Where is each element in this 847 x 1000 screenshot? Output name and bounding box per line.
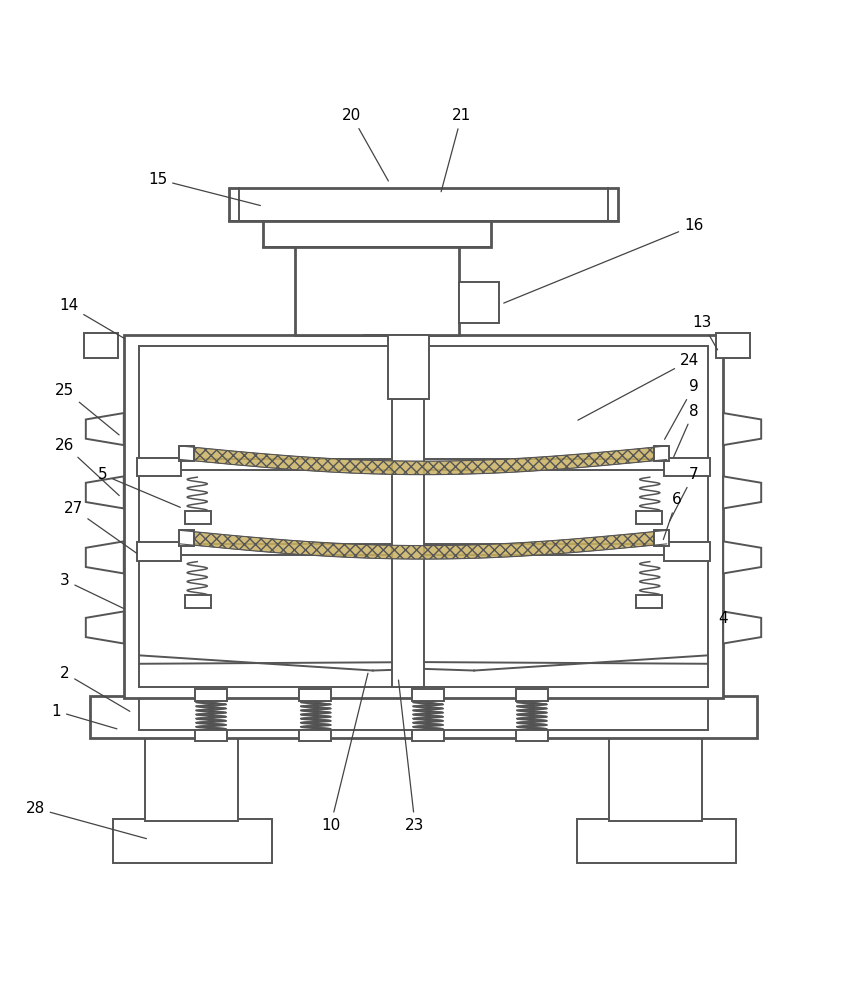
- Bar: [176, 459, 671, 470]
- Bar: [636, 595, 662, 608]
- Bar: [717, 333, 750, 358]
- Bar: [299, 730, 331, 741]
- Bar: [664, 542, 710, 561]
- Bar: [636, 511, 662, 524]
- Bar: [295, 247, 459, 335]
- Bar: [388, 335, 429, 399]
- Bar: [137, 458, 181, 476]
- Text: 24: 24: [578, 353, 699, 420]
- Text: 4: 4: [718, 611, 728, 626]
- Bar: [176, 544, 671, 555]
- Bar: [577, 819, 736, 863]
- Polygon shape: [723, 476, 761, 508]
- Bar: [230, 188, 617, 221]
- Text: 13: 13: [692, 315, 717, 350]
- Polygon shape: [86, 541, 124, 573]
- Bar: [185, 595, 211, 608]
- Text: 15: 15: [148, 172, 260, 206]
- Polygon shape: [86, 413, 124, 445]
- Text: 1: 1: [52, 704, 117, 729]
- Bar: [412, 689, 444, 701]
- Bar: [412, 730, 444, 741]
- Bar: [84, 333, 118, 358]
- Polygon shape: [723, 413, 761, 445]
- Polygon shape: [86, 476, 124, 508]
- Text: 8: 8: [673, 404, 699, 457]
- Bar: [664, 458, 710, 476]
- Bar: [195, 730, 227, 741]
- Text: 28: 28: [25, 801, 147, 839]
- Bar: [459, 282, 500, 323]
- Text: 10: 10: [321, 673, 368, 833]
- Text: 5: 5: [98, 467, 180, 507]
- Text: 9: 9: [665, 379, 699, 439]
- Text: 3: 3: [60, 573, 124, 609]
- Bar: [516, 730, 548, 741]
- Text: 27: 27: [64, 501, 136, 553]
- Bar: [516, 689, 548, 701]
- Bar: [145, 736, 238, 821]
- Text: 23: 23: [398, 680, 424, 833]
- Bar: [139, 696, 708, 730]
- Text: 14: 14: [59, 298, 124, 338]
- Polygon shape: [723, 611, 761, 644]
- Bar: [609, 736, 702, 821]
- Bar: [90, 696, 757, 738]
- Bar: [195, 689, 227, 701]
- Text: 25: 25: [55, 383, 119, 435]
- Bar: [654, 446, 669, 461]
- Bar: [179, 530, 194, 546]
- Bar: [299, 689, 331, 701]
- Text: 6: 6: [663, 492, 682, 540]
- Text: 2: 2: [60, 666, 130, 711]
- Bar: [263, 221, 491, 247]
- Text: 7: 7: [670, 467, 699, 521]
- Bar: [137, 542, 181, 561]
- Text: 20: 20: [342, 108, 389, 181]
- Text: 21: 21: [441, 108, 471, 192]
- Polygon shape: [723, 541, 761, 573]
- Bar: [179, 446, 194, 461]
- Polygon shape: [86, 611, 124, 644]
- Text: 26: 26: [55, 438, 119, 496]
- Bar: [654, 530, 669, 546]
- Bar: [392, 399, 424, 687]
- Bar: [113, 819, 272, 863]
- Bar: [185, 511, 211, 524]
- Text: 16: 16: [504, 218, 703, 303]
- Bar: [124, 335, 723, 698]
